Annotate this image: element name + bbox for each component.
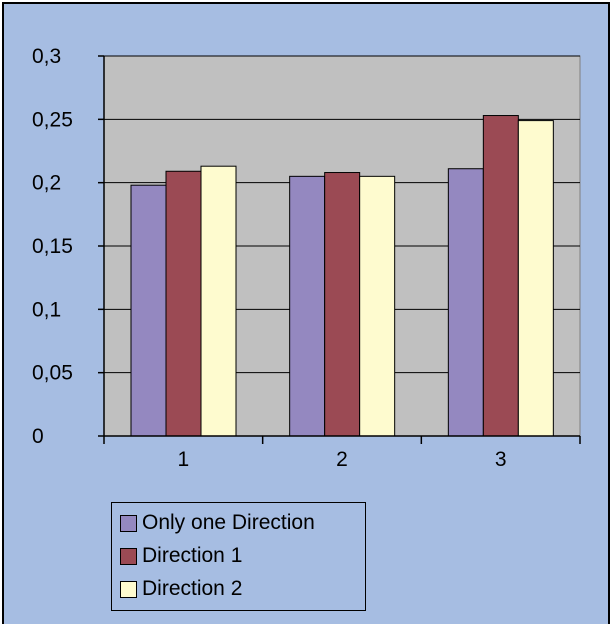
bar-direction-1-3 (482, 115, 519, 437)
legend: Only one Direction Direction 1 Direction… (111, 502, 366, 611)
bar-only-one-direction-3 (447, 168, 484, 437)
legend-label-direction-1: Direction 1 (142, 544, 243, 567)
bar-direction-1-2 (324, 172, 361, 437)
bar-direction-2-1 (200, 165, 237, 437)
y-tick-label: 0,1 (32, 298, 61, 321)
y-tick-label: 0,15 (32, 235, 73, 258)
legend-swatch-direction-1 (120, 547, 137, 565)
legend-swatch-only-one-direction (120, 514, 137, 532)
x-tick-label: 3 (495, 448, 507, 471)
legend-item-direction-1: Direction 1 (120, 541, 242, 571)
y-tick-label: 0,3 (32, 45, 61, 68)
x-tick-label: 2 (336, 448, 348, 471)
legend-item-only-one-direction: Only one Direction (120, 508, 315, 538)
bar-direction-2-2 (359, 175, 396, 437)
y-tick-label: 0,25 (32, 108, 73, 131)
y-tick-label: 0 (32, 425, 44, 448)
chart-area: 0 0,05 0,1 0,15 0,2 0,25 0,3 1 2 3 Only one Dire… (2, 2, 610, 624)
x-tick-label: 1 (177, 448, 189, 471)
bar-chart: 0 0,05 0,1 0,15 0,2 0,25 0,3 1 2 3 (32, 45, 581, 471)
bar-direction-1-1 (165, 170, 202, 437)
legend-item-direction-2: Direction 2 (120, 574, 242, 604)
y-tick-label: 0,05 (32, 362, 73, 385)
legend-swatch-direction-2 (120, 580, 137, 598)
bar-only-one-direction-1 (130, 184, 167, 437)
bar-only-one-direction-2 (289, 175, 326, 437)
legend-label-direction-2: Direction 2 (142, 577, 243, 600)
legend-label-only-one-direction: Only one Direction (142, 511, 315, 534)
y-tick-label: 0,2 (32, 172, 61, 195)
bar-direction-2-3 (517, 120, 554, 437)
